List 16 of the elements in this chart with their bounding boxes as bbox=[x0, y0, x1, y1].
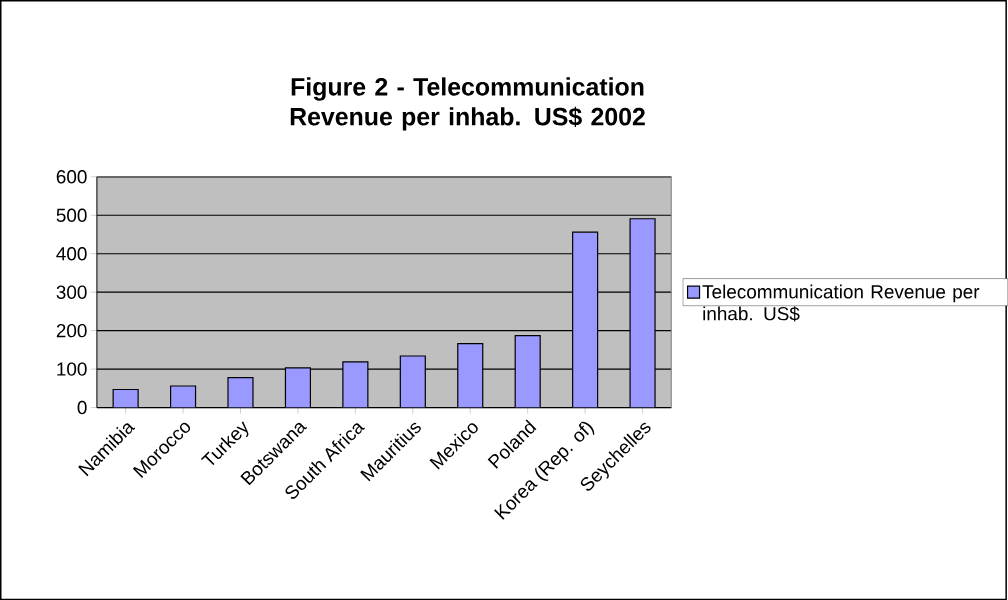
y-tick-label: 600 bbox=[56, 169, 87, 184]
y-tick-label: 100 bbox=[57, 362, 87, 376]
bar bbox=[342, 361, 369, 408]
y-tick-label: 200 bbox=[56, 323, 87, 338]
y-tick-label: 0 bbox=[77, 400, 87, 415]
y-tick-label: 400 bbox=[56, 246, 87, 261]
legend-label: Telecommunication Revenue per inhab. US$ bbox=[702, 284, 980, 322]
bar bbox=[284, 367, 312, 408]
bar bbox=[457, 342, 484, 408]
bar bbox=[572, 231, 599, 408]
y-tick-label: 500 bbox=[56, 208, 87, 222]
bar bbox=[399, 355, 426, 408]
bar bbox=[629, 217, 656, 408]
y-tick-label: 300 bbox=[56, 285, 87, 299]
chart-title: Figure 2 - Telecommunication Revenue per inhab. US$ 2002 bbox=[290, 77, 645, 131]
bar bbox=[514, 334, 541, 408]
